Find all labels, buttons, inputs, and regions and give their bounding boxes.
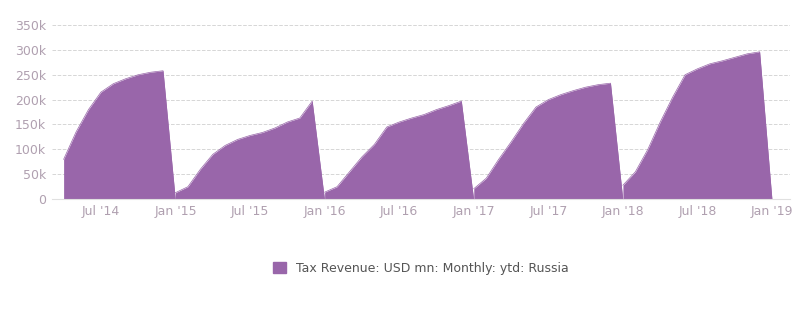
Legend: Tax Revenue: USD mn: Monthly: ytd: Russia: Tax Revenue: USD mn: Monthly: ytd: Russi… [268,257,573,280]
